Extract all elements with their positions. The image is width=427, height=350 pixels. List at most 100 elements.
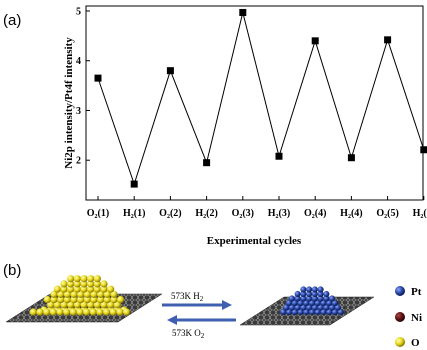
atom <box>80 301 88 309</box>
atom <box>291 299 298 307</box>
y-tick-label: 5 <box>76 6 81 17</box>
atom <box>320 308 327 316</box>
left-nanoparticle-oxidized <box>29 275 131 316</box>
atom <box>76 308 84 316</box>
atom <box>294 295 301 302</box>
atom <box>285 299 293 307</box>
atom <box>67 285 75 293</box>
atom <box>117 295 125 304</box>
atom <box>294 304 301 311</box>
forward-arrow <box>162 300 232 310</box>
atom <box>43 295 51 304</box>
atom <box>100 285 108 293</box>
x-tick-label: O2(4) <box>304 208 326 220</box>
atom <box>69 308 77 316</box>
data-point <box>347 154 355 162</box>
atom <box>63 290 71 298</box>
data-point <box>130 180 138 188</box>
atom <box>109 308 117 316</box>
atom <box>311 286 318 293</box>
atom <box>67 275 75 283</box>
atom <box>308 308 316 316</box>
atom <box>93 275 101 283</box>
atom <box>323 295 330 302</box>
atom <box>100 280 108 288</box>
atom <box>43 308 51 316</box>
data-point <box>275 152 283 160</box>
atom <box>90 290 98 298</box>
atom <box>53 285 61 293</box>
panel-b-label: (b) <box>3 262 21 279</box>
y-axis-label: Ni2p intensity/Pt4f intensity <box>63 37 75 169</box>
atom <box>47 301 55 309</box>
atom <box>328 295 336 302</box>
forward-arrow-label: 573K H2 <box>171 291 204 303</box>
atom <box>300 304 307 311</box>
right-nanoparticle-reduced <box>280 286 344 316</box>
x-axis-ticks: O2(1) H2(1) O2(2) H2(2) O2(3) H2(3) O2(4) H2(4)… <box>87 196 427 220</box>
data-markers <box>94 8 427 188</box>
atom <box>73 280 81 288</box>
atom <box>331 299 339 307</box>
atom <box>306 290 313 298</box>
atom <box>311 290 318 298</box>
atom <box>97 290 105 298</box>
atom <box>288 295 296 302</box>
atom <box>311 295 318 302</box>
atom <box>320 299 327 307</box>
y-tick-label: 3 <box>76 106 81 117</box>
legend-o-label: O <box>411 337 420 349</box>
data-point <box>94 74 102 82</box>
atom <box>36 308 44 316</box>
atom <box>110 290 118 298</box>
atom <box>97 295 105 304</box>
atom <box>326 299 333 307</box>
atom <box>56 308 64 316</box>
atom <box>306 304 313 311</box>
legend-ni-label: Ni <box>411 312 422 324</box>
atom <box>77 295 85 304</box>
atom <box>60 285 68 293</box>
atom <box>306 286 313 293</box>
atom <box>300 295 307 302</box>
atom <box>314 308 321 316</box>
atom <box>303 308 310 316</box>
x-axis-label: Experimental cycles <box>207 235 302 247</box>
x-tick-label: O2(1) <box>87 208 109 220</box>
x-tick-label: H2(1) <box>123 208 145 220</box>
atom <box>334 304 341 311</box>
atom <box>100 301 108 309</box>
atom <box>73 301 81 309</box>
data-point <box>166 67 174 75</box>
atom <box>83 290 91 298</box>
atom <box>50 290 58 298</box>
atom <box>326 308 333 316</box>
atom <box>323 304 330 311</box>
data-point <box>239 8 247 16</box>
atom <box>89 308 97 316</box>
atom <box>337 308 344 316</box>
atom <box>306 295 313 302</box>
series-line <box>97 12 425 186</box>
atom <box>80 275 88 283</box>
data-point <box>203 159 211 167</box>
legend-pt-label: Pt <box>411 286 422 298</box>
atom <box>93 280 101 288</box>
atom <box>63 308 71 316</box>
y-tick-label: 4 <box>76 56 81 67</box>
data-point <box>311 37 319 45</box>
atom <box>283 304 290 311</box>
atom <box>300 286 307 293</box>
atom <box>57 295 65 304</box>
atom <box>57 290 65 298</box>
pt-atom-icon <box>395 286 405 296</box>
atom <box>110 295 118 304</box>
atom <box>73 285 81 293</box>
atom <box>83 308 91 316</box>
atom <box>280 308 287 316</box>
atom <box>116 308 124 316</box>
atom <box>285 308 293 316</box>
panel-a-label: (a) <box>3 12 21 29</box>
atom <box>73 275 81 283</box>
